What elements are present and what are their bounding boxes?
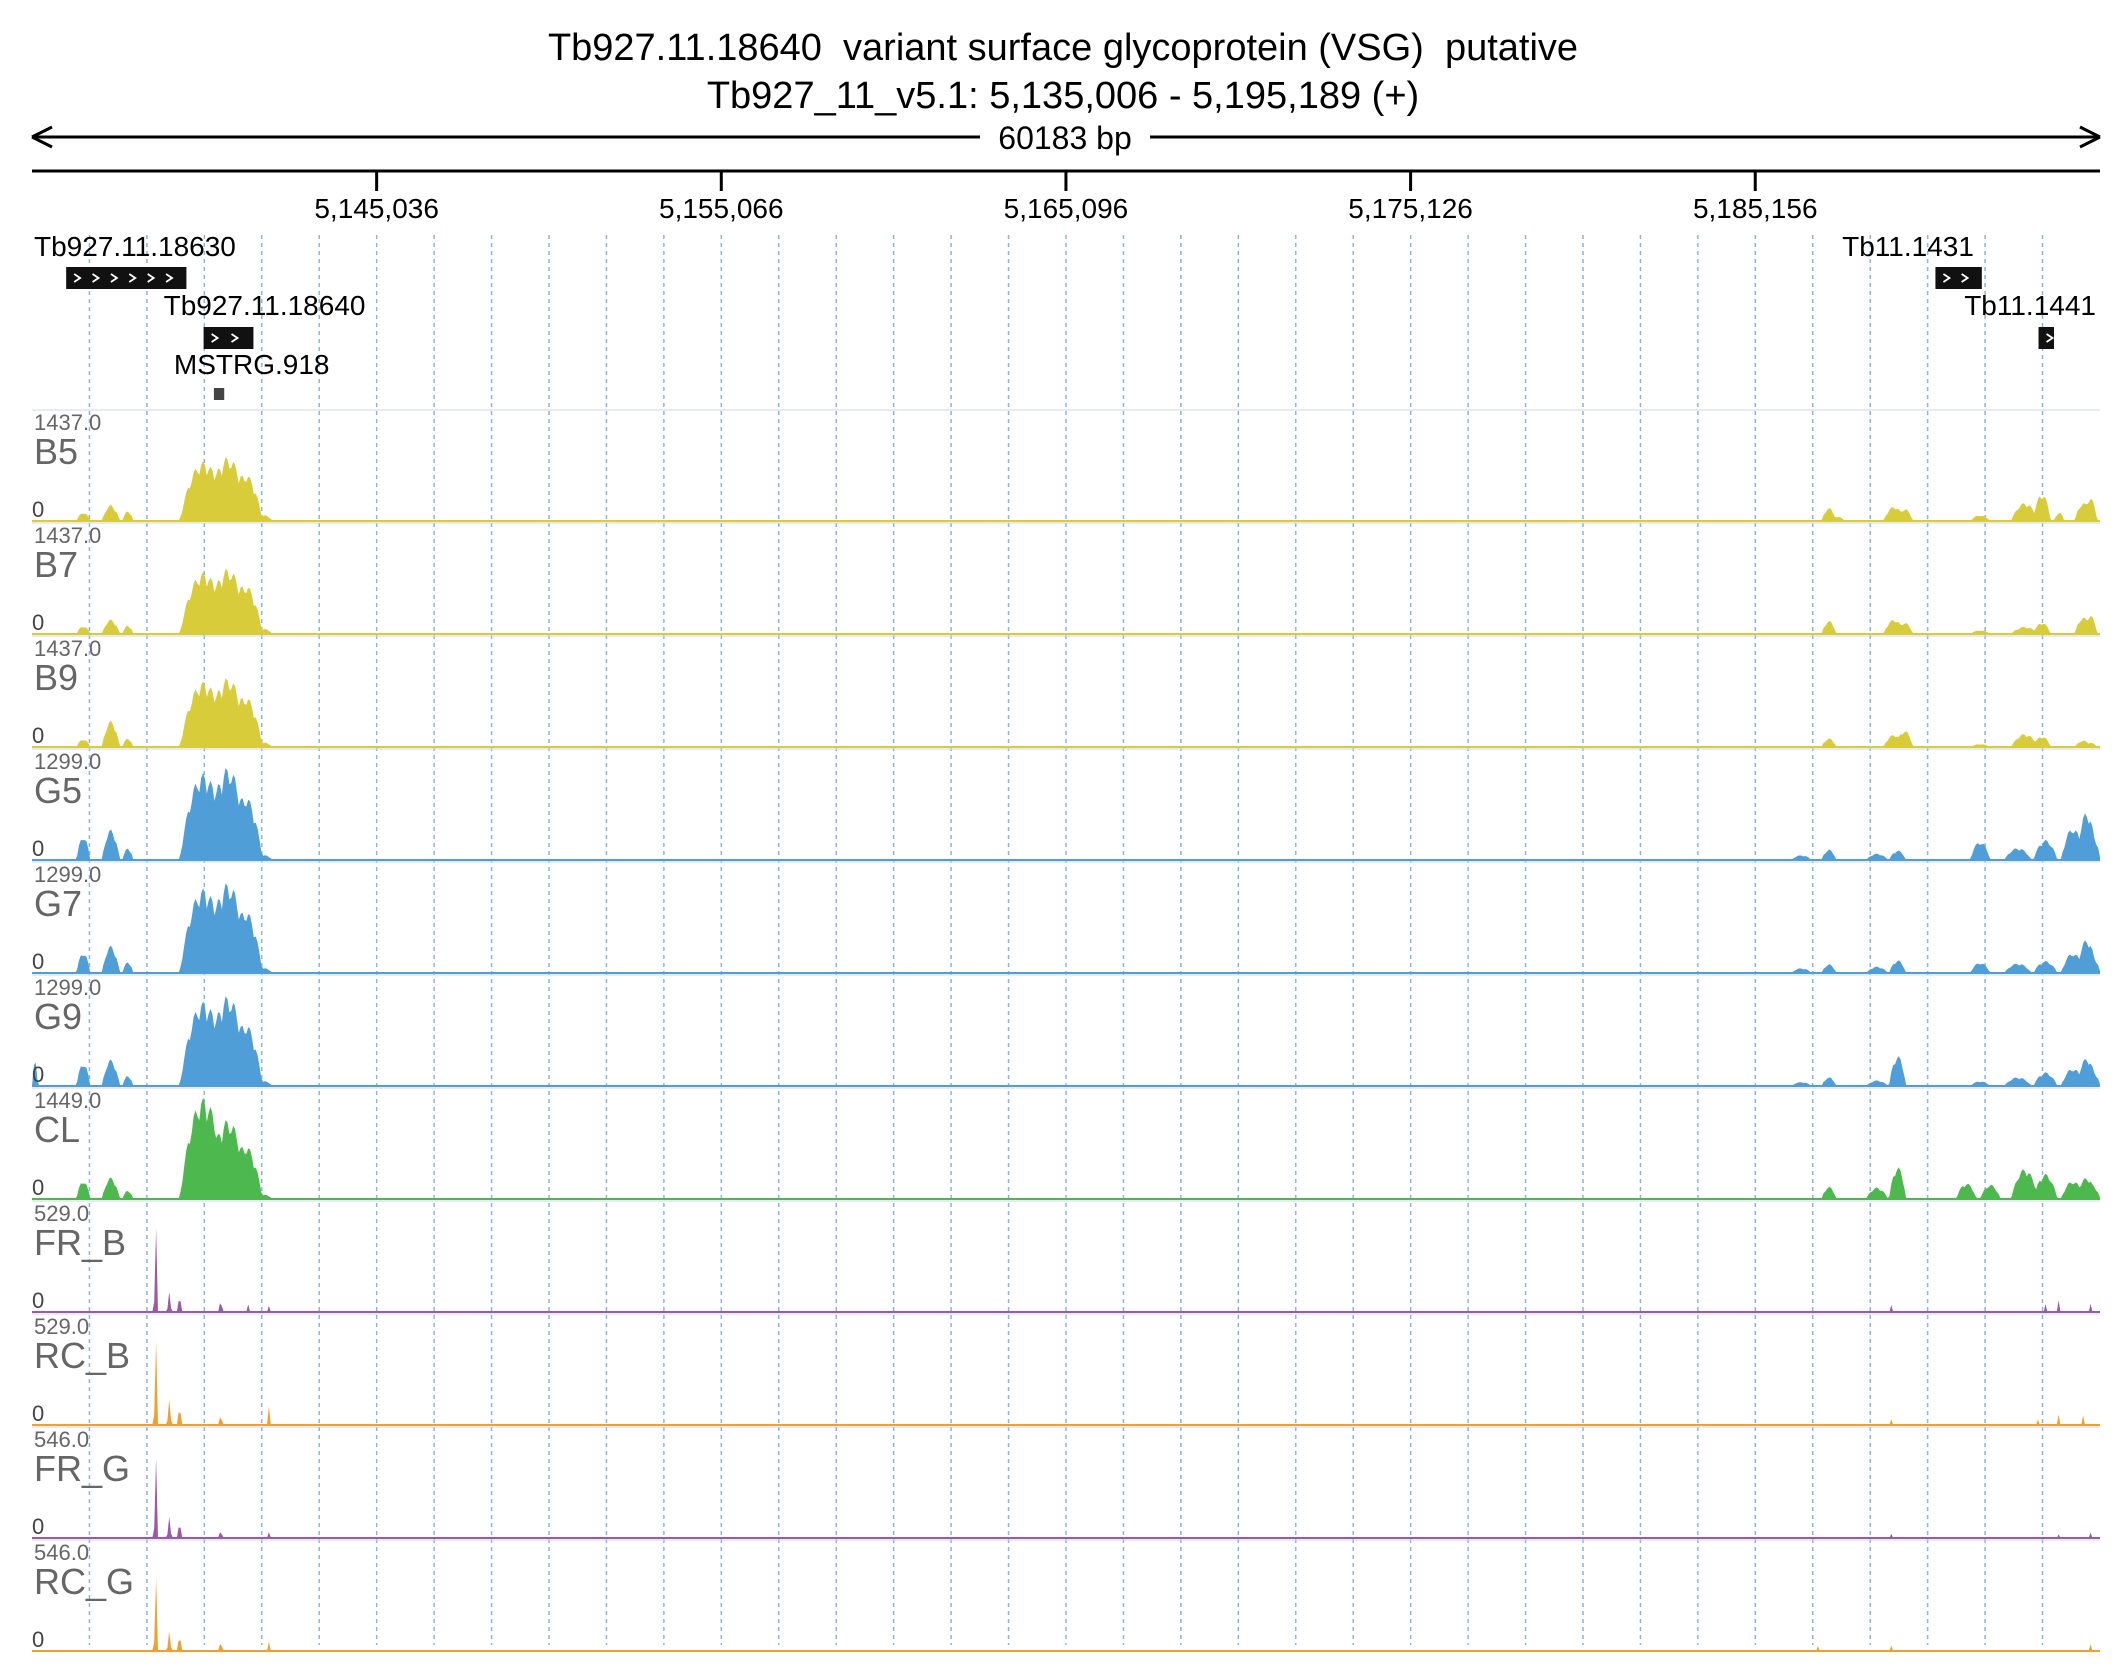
track-rc-g: 546.0RC_G 0 (32, 1539, 2100, 1652)
track-name: RC_G (34, 1561, 134, 1602)
strand-arrow-icon (147, 273, 156, 283)
track-max-label: 1299.0 (34, 749, 101, 774)
track-fr-b: 529.0FR_B 0 (32, 1200, 2100, 1313)
feature-box (203, 327, 254, 349)
track-max-label: 529.0 (34, 1314, 89, 1339)
chart-title: Tb927.11.18640 variant surface glycoprot… (547, 27, 1579, 69)
track-max-label: 1437.0 (34, 410, 101, 435)
track-rc-b: 529.0RC_B 0 (32, 1313, 2100, 1426)
x-tick-label: 5,185,156 (1693, 193, 1818, 224)
coverage-area (32, 768, 2100, 860)
x-tick-label: 5,155,066 (659, 193, 784, 224)
track-b9: 1437.0B9 0 (32, 635, 2100, 748)
x-tick-label: 5,175,126 (1348, 193, 1473, 224)
track-max-label: 1299.0 (34, 862, 101, 887)
track-b7: 1437.0B7 0 (32, 522, 2100, 635)
coverage-area (32, 568, 2100, 634)
coverage-tracks: 1437.0B501437.0B701437.0B901299.0G501299… (32, 409, 2100, 1652)
track-b5: 1437.0B5 0 (32, 409, 2100, 522)
track-min-label: 0 (32, 1627, 44, 1652)
track-name: B9 (34, 657, 78, 698)
left-arrow-icon (31, 125, 53, 149)
coverage-area (32, 1097, 2100, 1199)
x-tick-label: 5,165,096 (1004, 193, 1129, 224)
feature-box (1935, 267, 1982, 289)
track-min-label: 0 (32, 1514, 44, 1539)
feature-label: Tb11.1431 (1842, 231, 1974, 262)
track-min-label: 0 (32, 1288, 44, 1313)
gridlines (88, 235, 2044, 1645)
strand-arrow-icon (165, 273, 174, 283)
track-min-label: 0 (32, 1175, 44, 1200)
coverage-area (32, 883, 2100, 973)
strand-arrow-icon (128, 273, 137, 283)
region-label: Tb927_11_v5.1: 5,135,006 - 5,195,189 (+) (706, 75, 1420, 117)
x-axis: 5,145,036 5,155,066 5,165,096 5,175,126 5,18… (32, 169, 2100, 224)
strand-arrow-icon (73, 273, 82, 283)
track-name: G9 (34, 996, 82, 1037)
feature-box (213, 388, 225, 400)
coverage-area (32, 996, 2100, 1086)
track-g7: 1299.0G7 0 (32, 861, 2100, 974)
track-fr-g: 546.0FR_G 0 (32, 1426, 2100, 1539)
track-name: B7 (34, 544, 78, 585)
coverage-area (32, 457, 2100, 521)
track-min-label: 0 (32, 1401, 44, 1426)
track-g5: 1299.0G5 0 (32, 748, 2100, 861)
feature-label: Tb927.11.18630 (34, 231, 236, 262)
track-max-label: 1437.0 (34, 636, 101, 661)
right-arrow-icon (2079, 125, 2101, 149)
track-name: B5 (34, 431, 78, 472)
feature-label: MSTRG.918 (174, 349, 330, 380)
track-min-label: 0 (32, 836, 44, 861)
track-max-label: 1449.0 (34, 1088, 101, 1113)
track-min-label: 0 (32, 497, 44, 522)
span-length-label: 60183 bp (998, 120, 1131, 156)
track-min-label: 0 (32, 949, 44, 974)
feature-box (66, 267, 187, 289)
track-name: RC_B (34, 1335, 130, 1376)
strand-arrow-icon (92, 273, 101, 283)
feature-label: Tb11.1441 (1964, 290, 2096, 321)
strand-arrow-icon (211, 333, 220, 343)
track-name: FR_B (34, 1222, 126, 1263)
track-max-label: 1299.0 (34, 975, 101, 1000)
track-max-label: 546.0 (34, 1540, 89, 1565)
track-max-label: 1437.0 (34, 523, 101, 548)
x-tick-label: 5,145,036 (314, 193, 439, 224)
strand-arrow-icon (2046, 333, 2055, 343)
track-min-label: 0 (32, 723, 44, 748)
track-max-label: 529.0 (34, 1201, 89, 1226)
strand-arrow-icon (110, 273, 119, 283)
coverage-area (32, 678, 2100, 747)
track-g9: 1299.0G9 0 (32, 974, 2100, 1087)
track-min-label: 0 (32, 1062, 44, 1087)
feature-box (2038, 327, 2054, 349)
track-name: FR_G (34, 1448, 130, 1489)
strand-arrow-icon (231, 333, 240, 343)
feature-track: Tb927.11.18630 Tb927.11.18640 MSTRG.918 Tb1… (34, 231, 2096, 400)
track-max-label: 546.0 (34, 1427, 89, 1452)
track-min-label: 0 (32, 610, 44, 635)
track-name: G7 (34, 883, 82, 924)
track-name: G5 (34, 770, 82, 811)
feature-label: Tb927.11.18640 (164, 290, 366, 321)
strand-arrow-icon (1961, 273, 1970, 283)
strand-arrow-icon (1942, 273, 1952, 283)
span-indicator: 60183 bp (31, 120, 2101, 156)
track-name: CL (34, 1109, 80, 1150)
track-cl: 1449.0CL 0 (32, 1087, 2100, 1200)
